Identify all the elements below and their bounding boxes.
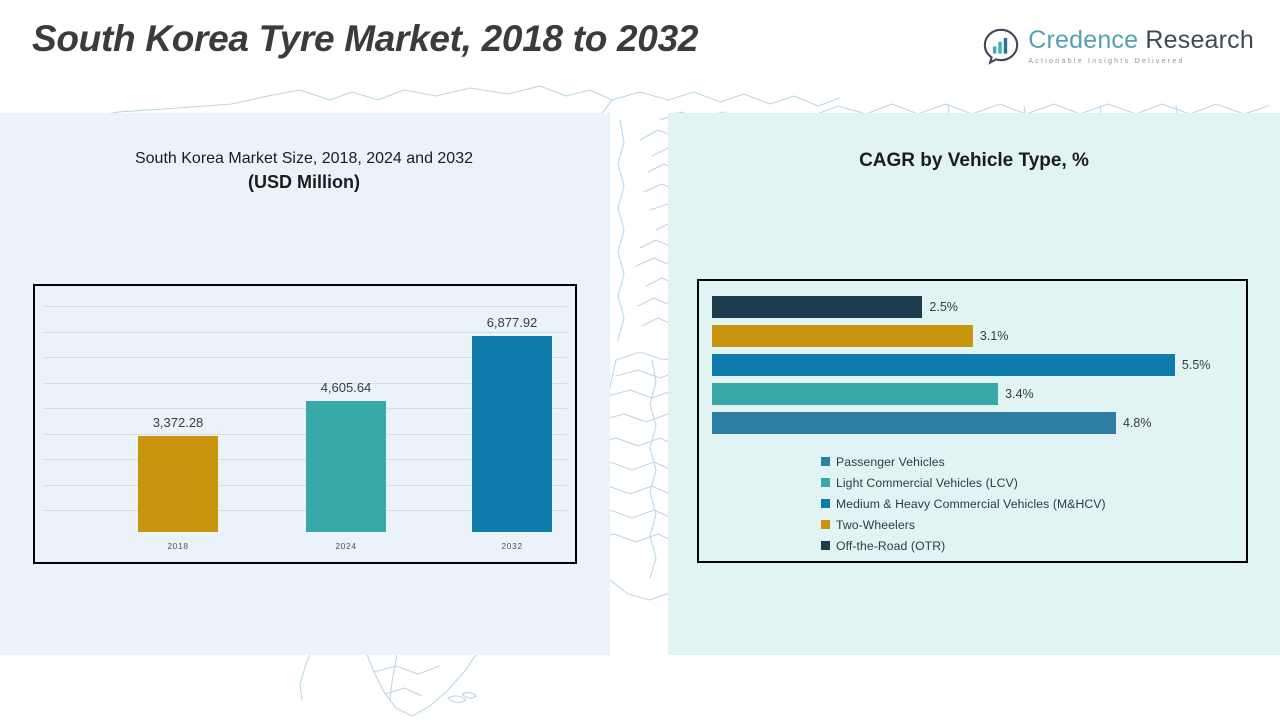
legend-label: Passenger Vehicles <box>836 454 945 469</box>
legend-item[interactable]: Passenger Vehicles <box>821 451 1106 472</box>
logo-wordmark: Credence Research <box>1028 27 1254 53</box>
logo-word-research: Research <box>1145 25 1254 54</box>
legend-swatch-icon <box>821 499 830 508</box>
brand-logo: Credence Research Actionable Insights De… <box>982 22 1254 70</box>
cagr-bar-chart: Passenger Vehicles Light Commercial Vehic… <box>697 279 1248 563</box>
cagr-bar-row: 3.1% <box>712 325 1008 347</box>
bar-value-label: 3.1% <box>979 329 1009 343</box>
bar-value-label: 3.4% <box>1005 387 1034 401</box>
x-axis-label-2018: 2018 <box>167 541 189 551</box>
bar-2032 <box>472 336 552 532</box>
x-axis-label-2024: 2024 <box>335 541 357 551</box>
bar-column: 4,605.64 2024 <box>306 380 386 551</box>
bar-chart-bubble-icon <box>982 27 1020 65</box>
legend-swatch-icon <box>821 520 830 529</box>
legend-swatch-icon <box>821 541 830 550</box>
left-chart-title-line1: South Korea Market Size, 2018, 2024 and … <box>134 150 473 167</box>
legend-label: Two-Wheelers <box>836 517 916 532</box>
legend-item[interactable]: Two-Wheelers <box>821 514 1106 535</box>
bar-medium-heavy-commercial-vehicles-m-hcv <box>712 354 1175 376</box>
bar-2024 <box>306 400 386 532</box>
bar-value-label: 4,605.64 <box>320 379 372 395</box>
right-chart-title: CAGR by Vehicle Type, % <box>700 148 1248 174</box>
cagr-bar-row: 5.5% <box>712 354 1210 376</box>
bar-off-the-road-otr <box>712 296 923 318</box>
bar-value-label: 2.5% <box>929 300 958 314</box>
cagr-bar-row: 3.4% <box>712 383 1034 405</box>
legend-item[interactable]: Off-the-Road (OTR) <box>821 535 1106 556</box>
legend-swatch-icon <box>821 457 830 466</box>
header: South Korea Tyre Market, 2018 to 2032 <box>0 0 1280 86</box>
cagr-legend: Passenger Vehicles Light Commercial Vehic… <box>821 451 1106 556</box>
bar-2018 <box>138 436 218 532</box>
bar-value-label: 5.5% <box>1181 358 1211 372</box>
bar-passenger-vehicles <box>712 412 1116 434</box>
page-title: South Korea Tyre Market, 2018 to 2032 <box>32 18 699 59</box>
bar-value-label: 3,372.28 <box>152 415 204 431</box>
left-chart-title-line2: (USD Million) <box>248 172 360 192</box>
cagr-bar-row: 4.8% <box>712 412 1152 434</box>
market-size-bar-chart: 3,372.28 2018 4,605.64 2024 6,877.92 2032 <box>33 284 577 564</box>
cagr-bar-row: 2.5% <box>712 296 958 318</box>
bar-value-label: 4.8% <box>1123 416 1152 430</box>
left-chart-title: South Korea Market Size, 2018, 2024 and … <box>30 148 578 194</box>
legend-label: Off-the-Road (OTR) <box>836 538 946 553</box>
bar-column: 6,877.92 2032 <box>472 315 552 551</box>
legend-item[interactable]: Medium & Heavy Commercial Vehicles (M&HC… <box>821 493 1106 514</box>
x-axis-label-2032: 2032 <box>501 541 523 551</box>
legend-label: Light Commercial Vehicles (LCV) <box>836 475 1018 490</box>
legend-item[interactable]: Light Commercial Vehicles (LCV) <box>821 472 1106 493</box>
logo-word-credence: Credence <box>1028 25 1139 54</box>
bar-two-wheelers <box>712 325 973 347</box>
logo-tagline: Actionable Insights Delivered <box>1028 56 1185 66</box>
legend-swatch-icon <box>821 478 830 487</box>
bar-column: 3,372.28 2018 <box>138 415 218 551</box>
legend-label: Medium & Heavy Commercial Vehicles (M&HC… <box>836 496 1106 511</box>
bar-value-label: 6,877.92 <box>486 315 538 331</box>
bar-light-commercial-vehicles-lcv <box>712 383 999 405</box>
right-chart-title-line1: CAGR by Vehicle Type, % <box>859 150 1089 171</box>
gridline <box>43 306 567 307</box>
gridline <box>43 331 567 333</box>
market-size-plot-area: 3,372.28 2018 4,605.64 2024 6,877.92 2032 <box>35 286 575 562</box>
